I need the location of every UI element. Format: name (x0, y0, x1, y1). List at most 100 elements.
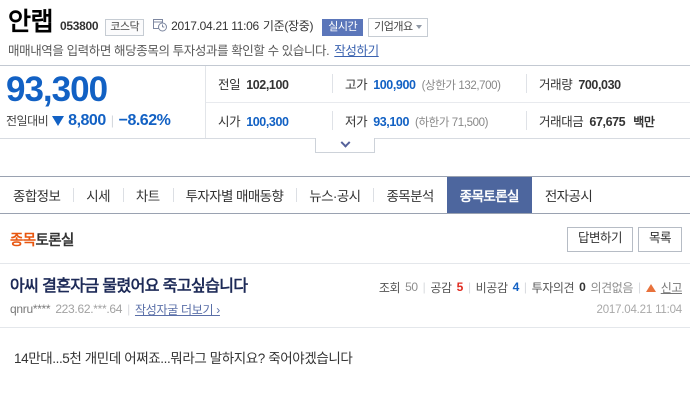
section-tab-bar: 종합정보 시세 차트 투자자별 매매동향 뉴스·공시 종목분석 종목토론실 전자… (0, 176, 690, 214)
expand-panel-button[interactable] (315, 137, 375, 153)
post-title: 아씨 결혼자금 물렸어요 죽고싶습니다 (10, 277, 248, 295)
write-trade-link[interactable]: 작성하기 (334, 44, 379, 58)
panel-expander-area (0, 137, 690, 168)
tab-investor-trends[interactable]: 투자자별 매매동향 (172, 177, 297, 213)
company-outline-button[interactable]: 기업개요 (368, 18, 428, 38)
quote-cell-turnover: 거래대금 67,675 백만 (526, 110, 655, 130)
dislike-label: 비공감 (475, 280, 508, 295)
stock-code: 053800 (60, 19, 99, 33)
quote-basis-label: 기준(장중) (262, 19, 314, 33)
opinion-count: 0 (579, 280, 586, 295)
trade-notice-text: 매매내역을 입력하면 해당종목의 투자성과를 확인할 수 있습니다. (8, 44, 330, 58)
quote-label: 고가 (345, 78, 368, 93)
post-author-ip: 223.62.***.64 (55, 302, 123, 317)
post-meta: qnru**** 223.62.***.64 | 작성자굴 더보기 › (10, 301, 247, 318)
views-value: 50 (405, 280, 418, 295)
reply-button[interactable]: 답변하기 (566, 227, 633, 252)
tab-label: 뉴스·공시 (309, 189, 361, 204)
price-panel: 93,300 전일대비 8,800 | −8.62% 전일 102,100 고가… (0, 66, 690, 138)
quote-value: 100,300 (246, 114, 289, 129)
quote-value: 93,100 (373, 114, 410, 129)
tab-label: 종합정보 (13, 189, 61, 204)
report-link[interactable]: 신고 (660, 280, 683, 295)
list-button[interactable]: 목록 (637, 227, 682, 252)
realtime-badge[interactable]: 실시간 (322, 19, 364, 37)
quote-cell-volume: 거래량 700,030 (526, 74, 621, 94)
change-label: 전일대비 (6, 114, 49, 129)
tab-label: 전자공시 (544, 189, 593, 204)
quote-cell-low: 저가 93,100 (하한가 71,500) (332, 110, 518, 130)
quote-cell-prev-close: 전일 102,100 (206, 74, 324, 93)
board-title-part1: 종목 (10, 232, 36, 249)
quote-label: 거래대금 (539, 114, 584, 129)
board-title-part2: 토론실 (35, 232, 74, 249)
quote-sub-value: (하한가 71,500) (415, 116, 489, 129)
quote-value: 700,030 (578, 78, 621, 93)
author-more-posts-link[interactable]: 작성자굴 더보기 › (134, 302, 220, 317)
board-header: 종목토론실 답변하기 목록 (0, 214, 690, 264)
tab-label: 종목토론실 (459, 189, 520, 204)
tab-news-disclosure[interactable]: 뉴스·공시 (296, 177, 373, 213)
tab-label: 시세 (86, 189, 110, 204)
trade-notice-bar: 매매내역을 입력하면 해당종목의 투자성과를 확인할 수 있습니다. 작성하기 (0, 38, 690, 66)
board-title: 종목토론실 (10, 229, 74, 250)
post-body: 14만대...5천 개민데 어쩌죠...뭐라그 말하지요? 죽어야겠습니다 (14, 350, 353, 366)
quote-label: 전일 (218, 78, 241, 93)
tab-discussion-board[interactable]: 종목토론실 (446, 177, 532, 213)
dislike-count: 4 (512, 280, 520, 295)
caret-down-icon (415, 25, 422, 30)
price-change-row: 전일대비 8,800 | −8.62% (6, 112, 205, 130)
tab-price[interactable]: 시세 (73, 177, 123, 213)
clock-icon (153, 18, 168, 32)
quote-timestamp: 2017.04.21 11:06 (171, 19, 259, 33)
change-separator: | (110, 113, 114, 129)
stats-separator: | (422, 280, 426, 295)
triangle-down-icon (52, 115, 65, 126)
post-author: qnru**** (10, 302, 51, 317)
post-header-right: 조회 50 | 공감 5 | 비공감 4 | 투자의견 0 의견없음 | 신고 … (378, 276, 683, 316)
tab-electronic-disclosure[interactable]: 전자공시 (532, 177, 605, 213)
market-badge: 코스닥 (105, 19, 145, 37)
current-price-block: 93,300 전일대비 8,800 | −8.62% (0, 66, 206, 138)
post-header-left: 아씨 결혼자금 물렸어요 죽고싶습니다 qnru**** 223.62.***.… (10, 276, 248, 318)
change-percent: −8.62% (118, 111, 171, 129)
change-absolute: 8,800 (68, 111, 106, 129)
post-stats: 조회 50 | 공감 5 | 비공감 4 | 투자의견 0 의견없음 | 신고 (378, 279, 683, 296)
warning-triangle-icon (645, 284, 656, 293)
post-header: 아씨 결혼자금 물렸어요 죽고싶습니다 qnru**** 223.62.***.… (0, 264, 690, 328)
quote-sub-value: (상한가 132,700) (421, 80, 501, 93)
quote-label: 시가 (218, 114, 241, 129)
quote-value: 102,100 (246, 78, 289, 93)
opinion-text: 의견없음 (590, 280, 633, 295)
views-label: 조회 (378, 280, 401, 295)
tab-chart[interactable]: 차트 (122, 177, 173, 213)
tab-stock-analysis[interactable]: 종목분석 (373, 177, 446, 213)
quote-row: 시가 100,300 저가 93,100 (하한가 71,500) 거래대금 6… (206, 103, 690, 139)
tab-label: 종목분석 (386, 189, 434, 204)
stock-header: 안랩 053800 코스닥 2017.04.21 11:06 기준(장중) 실시… (0, 0, 690, 38)
quote-cell-high: 고가 100,900 (상한가 132,700) (332, 74, 518, 94)
company-outline-label: 기업개요 (374, 21, 413, 33)
meta-separator: | (127, 302, 130, 317)
quote-table: 전일 102,100 고가 100,900 (상한가 132,700) 거래량 … (206, 66, 690, 138)
stats-separator: | (638, 280, 641, 295)
opinion-label: 투자의견 (531, 280, 575, 295)
quote-cell-open: 시가 100,300 (206, 111, 324, 130)
current-price: 93,300 (6, 70, 108, 109)
post-date: 2017.04.21 11:04 (596, 303, 683, 316)
board-actions: 답변하기 목록 (566, 227, 682, 252)
company-name: 안랩 (8, 8, 54, 36)
tab-label: 투자자별 매매동향 (185, 189, 284, 204)
stats-separator: | (523, 280, 527, 295)
quote-value: 100,900 (373, 78, 416, 93)
tab-overview[interactable]: 종합정보 (0, 177, 73, 213)
like-label: 공감 (430, 280, 452, 295)
stats-separator: | (467, 280, 471, 295)
tab-label: 차트 (135, 189, 160, 204)
like-count: 5 (456, 280, 464, 295)
quote-unit: 백만 (633, 114, 655, 129)
chevron-down-icon (340, 137, 350, 148)
quote-label: 거래량 (539, 78, 573, 93)
quote-label: 저가 (345, 114, 368, 129)
